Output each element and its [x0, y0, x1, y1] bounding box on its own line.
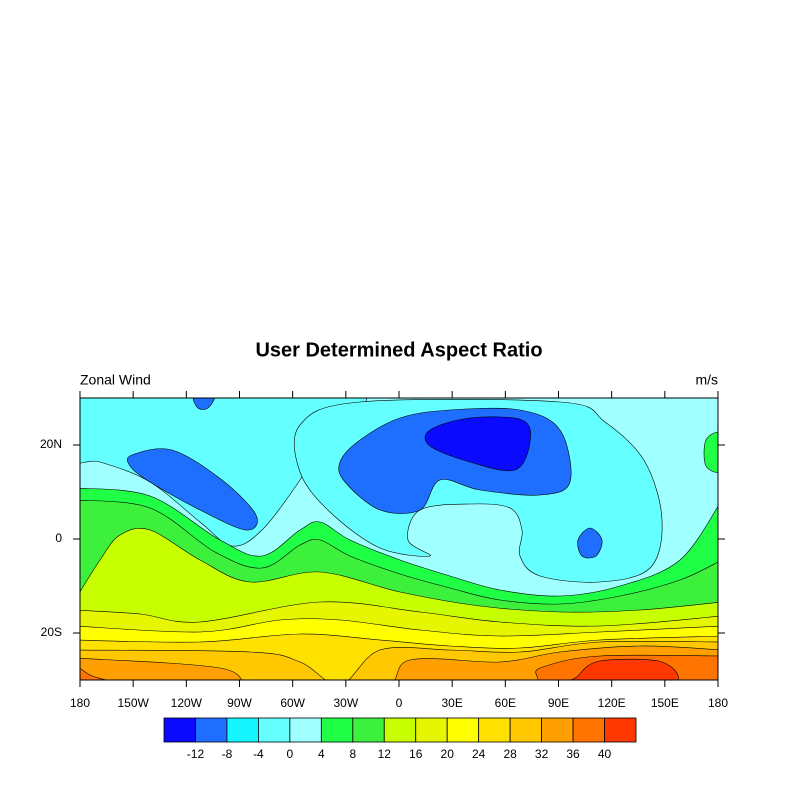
x-tick-label: 90W [227, 696, 252, 710]
colorbar-label: 12 [378, 747, 392, 761]
colorbar-label: -12 [187, 747, 205, 761]
contour-fill [424, 416, 531, 472]
colorbar-box [415, 717, 448, 743]
colorbar-label: 40 [598, 747, 612, 761]
colorbar-box [226, 717, 259, 743]
colorbar-box [572, 717, 605, 743]
colorbar-label: 20 [441, 747, 455, 761]
contour-fill [126, 448, 258, 531]
colorbar-label: 32 [535, 747, 549, 761]
colorbar-box [163, 717, 196, 743]
x-tick-label: 180 [708, 696, 728, 710]
colorbar-label: 16 [409, 747, 423, 761]
right-string: m/s [695, 372, 718, 388]
left-string: Zonal Wind [80, 372, 151, 388]
colorbar-box [446, 717, 480, 743]
x-tick-label: 90E [548, 696, 569, 710]
y-tick-label: 0 [55, 531, 62, 545]
colorbar-label: 24 [472, 747, 486, 761]
x-tick-label: 150W [117, 696, 149, 710]
x-tick-label: 0 [396, 696, 403, 710]
colorbar-label: 0 [287, 747, 294, 761]
colorbar-label: 4 [318, 747, 325, 761]
colorbar-box [541, 717, 574, 743]
colorbar-box [195, 717, 228, 743]
colorbar-label: 36 [566, 747, 580, 761]
colorbar-box [383, 717, 417, 743]
colorbar-label: -8 [222, 747, 233, 761]
y-tick-label: 20S [41, 625, 62, 639]
x-tick-label: 60E [495, 696, 516, 710]
x-tick-label: 180 [70, 696, 90, 710]
x-tick-label: 150E [651, 696, 679, 710]
x-tick-label: 60W [280, 696, 305, 710]
contour-fill [703, 431, 718, 473]
chart-title: User Determined Aspect Ratio [255, 339, 542, 361]
colorbar-box [478, 717, 511, 743]
colorbar-box [352, 717, 385, 743]
x-tick-label: 30W [333, 696, 358, 710]
contour-fill [577, 527, 603, 559]
x-tick-label: 120E [598, 696, 626, 710]
colorbar-box [289, 717, 322, 743]
contour-fill [570, 658, 679, 680]
colorbar-label: 8 [349, 747, 356, 761]
colorbar-box [509, 717, 542, 743]
contour-fill [192, 398, 215, 410]
colorbar-box [257, 717, 291, 743]
contour-fill [80, 654, 718, 680]
colorbar-label: -4 [253, 747, 264, 761]
colorbar-label: 28 [503, 747, 517, 761]
colorbar-box [604, 717, 637, 743]
x-tick-label: 30E [441, 696, 462, 710]
contour-field [80, 398, 718, 680]
colorbar-box [320, 717, 354, 743]
x-tick-label: 120W [171, 696, 203, 710]
y-tick-label: 20N [40, 437, 62, 451]
